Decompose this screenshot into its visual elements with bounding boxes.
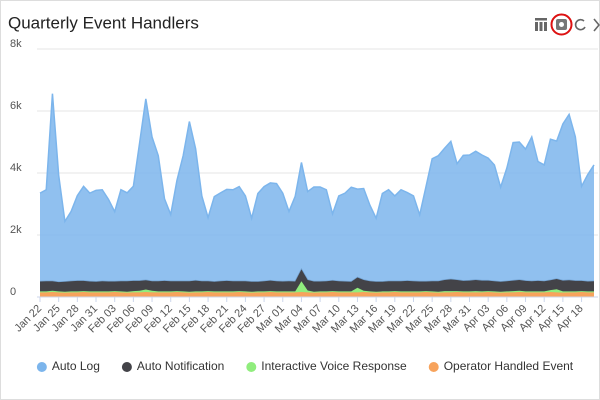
table-icon[interactable] (535, 18, 547, 31)
settings-icon[interactable] (550, 13, 573, 36)
legend-marker (121, 362, 132, 372)
legend-item[interactable]: Interactive Voice Response (246, 359, 407, 373)
area (40, 292, 594, 297)
area-line (39, 93, 595, 224)
area (40, 93, 594, 283)
legend-marker (36, 362, 47, 372)
y-tick-label: 0 (10, 286, 16, 298)
refresh-icon[interactable] (574, 18, 586, 31)
y-tick-label: 4k (10, 162, 22, 174)
legend-label: Auto Notification (137, 359, 224, 373)
y-tick-label: 8k (10, 38, 22, 50)
y-tick-label: 6k (10, 100, 22, 112)
legend-marker (428, 362, 439, 372)
legend-marker (246, 362, 257, 372)
y-tick-label: 2k (10, 224, 22, 236)
chart-title: Quarterly Event Handlers (8, 13, 199, 32)
legend-item[interactable]: Operator Handled Event (428, 359, 574, 373)
more-icon[interactable] (593, 18, 600, 32)
legend-item[interactable]: Auto Log (36, 359, 100, 373)
legend-item[interactable]: Auto Notification (121, 359, 224, 373)
legend: Auto Log Auto Notification Interactive Voi… (36, 359, 574, 373)
area (40, 269, 594, 292)
legend-label: Operator Handled Event (444, 359, 574, 373)
legend-label: Auto Log (52, 359, 100, 373)
legend-label: Interactive Voice Response (261, 359, 407, 373)
